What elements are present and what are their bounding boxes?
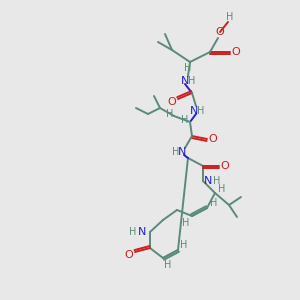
Text: H: H: [218, 184, 226, 194]
Text: H: H: [213, 176, 221, 186]
Text: O: O: [208, 134, 217, 144]
Text: N: N: [204, 176, 212, 186]
Text: H: H: [172, 147, 180, 157]
Text: N: N: [181, 76, 189, 86]
Text: N: N: [190, 106, 198, 116]
Text: O: O: [232, 47, 240, 57]
Text: N: N: [138, 227, 146, 237]
Text: O: O: [124, 250, 134, 260]
Text: O: O: [220, 161, 230, 171]
Text: O: O: [168, 97, 176, 107]
Text: H: H: [197, 106, 205, 116]
Text: H: H: [180, 240, 188, 250]
Text: H: H: [129, 227, 137, 237]
Text: H: H: [182, 218, 190, 228]
Text: H: H: [164, 260, 172, 270]
Text: O: O: [216, 27, 224, 37]
Text: H: H: [181, 115, 189, 125]
Text: N: N: [178, 147, 186, 157]
Text: H: H: [166, 109, 174, 119]
Text: H: H: [226, 12, 234, 22]
Text: H: H: [210, 198, 218, 208]
Text: H: H: [184, 63, 192, 73]
Text: H: H: [188, 76, 196, 86]
